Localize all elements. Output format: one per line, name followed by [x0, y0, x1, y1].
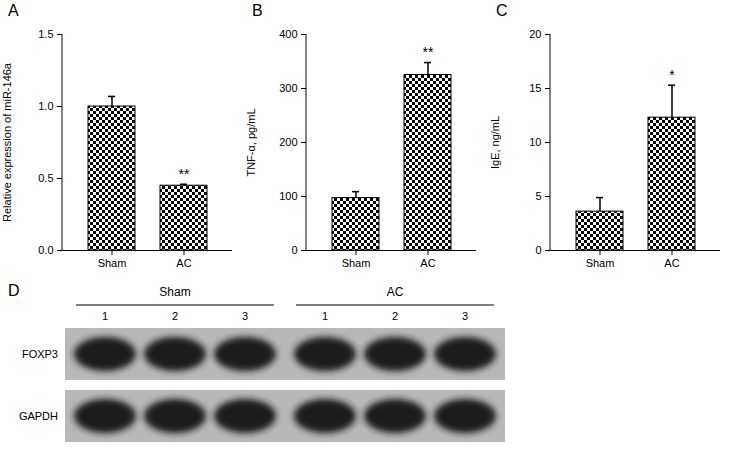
- svg-text:0.5: 0.5: [38, 172, 53, 184]
- svg-text:300: 300: [279, 82, 297, 94]
- svg-text:1.5: 1.5: [38, 28, 53, 40]
- svg-text:10: 10: [529, 136, 541, 148]
- svg-text:1: 1: [102, 310, 108, 322]
- svg-text:1: 1: [322, 310, 328, 322]
- svg-text:IgE, ng/mL: IgE, ng/mL: [489, 116, 501, 169]
- html-text:C: C: [496, 2, 508, 19]
- svg-text:3: 3: [462, 310, 468, 322]
- svg-text:**: **: [423, 44, 434, 60]
- svg-text:GAPDH: GAPDH: [19, 410, 58, 422]
- svg-text:AC: AC: [664, 257, 679, 269]
- svg-text:100: 100: [279, 190, 297, 202]
- svg-text:2: 2: [172, 310, 178, 322]
- svg-text:Relative expression of miR-146: Relative expression of miR-146a: [1, 62, 13, 222]
- svg-text:Sham: Sham: [98, 257, 127, 269]
- svg-text:5: 5: [535, 190, 541, 202]
- svg-text:Sham: Sham: [159, 285, 190, 299]
- html-text:B: B: [252, 2, 263, 19]
- html-text:A: A: [8, 2, 19, 19]
- svg-text:15: 15: [529, 82, 541, 94]
- svg-text:FOXP3: FOXP3: [22, 348, 58, 360]
- svg-text:AC: AC: [387, 285, 404, 299]
- svg-text:20: 20: [529, 28, 541, 40]
- svg-text:400: 400: [279, 28, 297, 40]
- svg-text:0.0: 0.0: [38, 244, 53, 256]
- svg-text:0: 0: [291, 244, 297, 256]
- svg-text:D: D: [8, 282, 20, 299]
- svg-text:2: 2: [392, 310, 398, 322]
- svg-text:AC: AC: [420, 257, 435, 269]
- svg-text:AC: AC: [176, 257, 191, 269]
- svg-text:*: *: [669, 67, 675, 83]
- svg-text:Sham: Sham: [342, 257, 371, 269]
- svg-text:1.0: 1.0: [38, 100, 53, 112]
- svg-text:**: **: [179, 166, 190, 182]
- svg-text:0: 0: [535, 244, 541, 256]
- svg-text:3: 3: [242, 310, 248, 322]
- svg-text:TNF-α, pg/mL: TNF-α, pg/mL: [245, 108, 257, 176]
- svg-text:200: 200: [279, 136, 297, 148]
- svg-text:Sham: Sham: [586, 257, 615, 269]
